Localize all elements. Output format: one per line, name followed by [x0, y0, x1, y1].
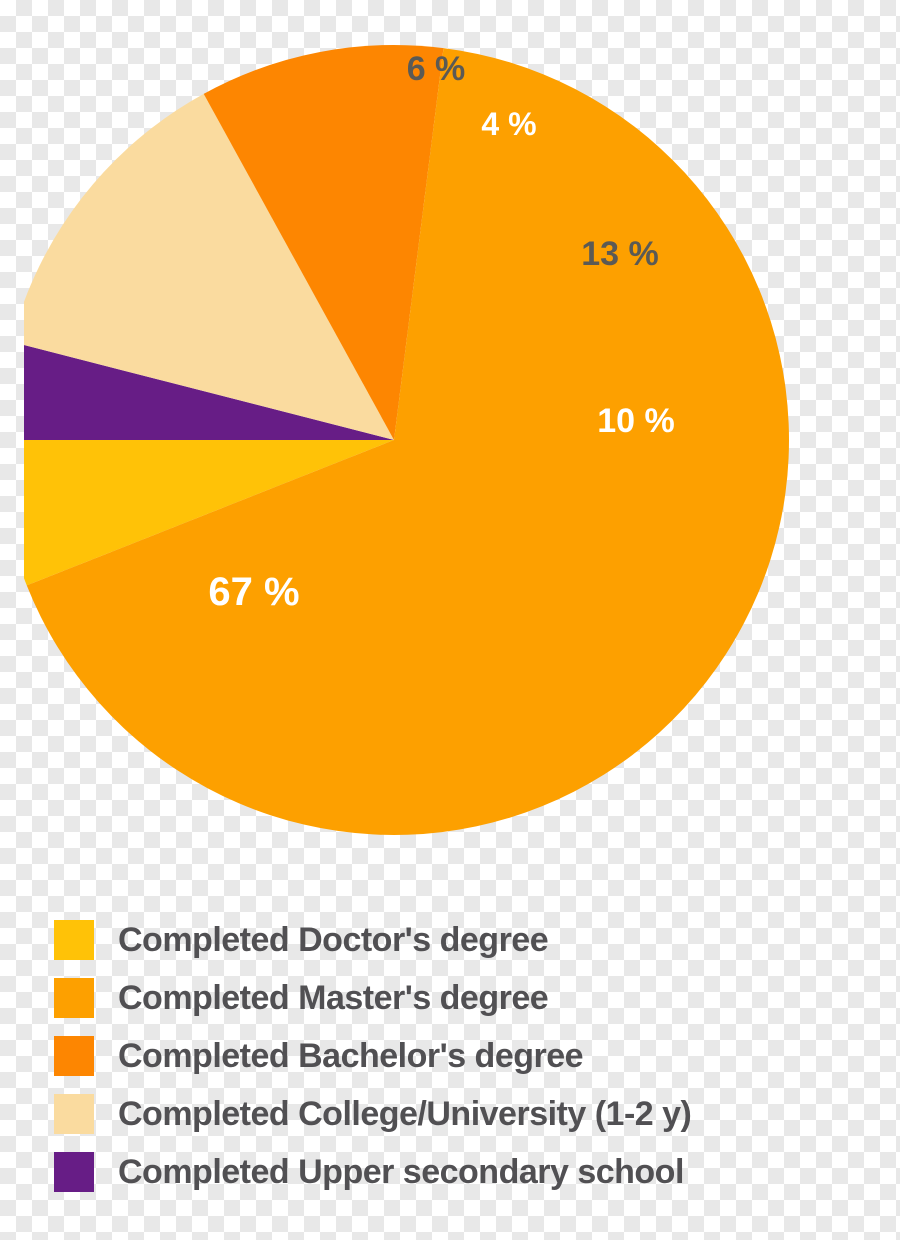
- legend-label: Completed Upper secondary school: [118, 1153, 684, 1192]
- legend-item: Completed Doctor's degree: [54, 920, 874, 960]
- legend-label: Completed Master's degree: [118, 979, 548, 1018]
- pie-slice-label-upper-secondary: 4 %: [481, 106, 536, 142]
- legend-item: Completed College/University (1-2 y): [54, 1094, 874, 1134]
- pie-slice-label-doctor: 6 %: [407, 50, 466, 88]
- pie-svg: 6 % 4 % 13 % 10 % 67 %: [24, 10, 794, 910]
- legend: Completed Doctor's degree Completed Maste…: [54, 920, 874, 1210]
- legend-label: Completed Doctor's degree: [118, 921, 548, 960]
- legend-swatch: [54, 1036, 94, 1076]
- pie-slice-label-bachelor: 10 %: [597, 402, 675, 440]
- legend-swatch: [54, 1094, 94, 1134]
- legend-swatch: [54, 1152, 94, 1192]
- legend-item: Completed Bachelor's degree: [54, 1036, 874, 1076]
- pie-slice-label-master: 67 %: [208, 570, 299, 614]
- legend-swatch: [54, 920, 94, 960]
- pie-slice-label-college-uni: 13 %: [581, 235, 659, 273]
- chart-container: 6 % 4 % 13 % 10 % 67 % Completed Doctor's de…: [0, 0, 900, 1240]
- legend-swatch: [54, 978, 94, 1018]
- legend-item: Completed Master's degree: [54, 978, 874, 1018]
- legend-label: Completed College/University (1-2 y): [118, 1095, 691, 1134]
- pie-chart: 6 % 4 % 13 % 10 % 67 %: [24, 10, 794, 910]
- legend-item: Completed Upper secondary school: [54, 1152, 874, 1192]
- legend-label: Completed Bachelor's degree: [118, 1037, 583, 1076]
